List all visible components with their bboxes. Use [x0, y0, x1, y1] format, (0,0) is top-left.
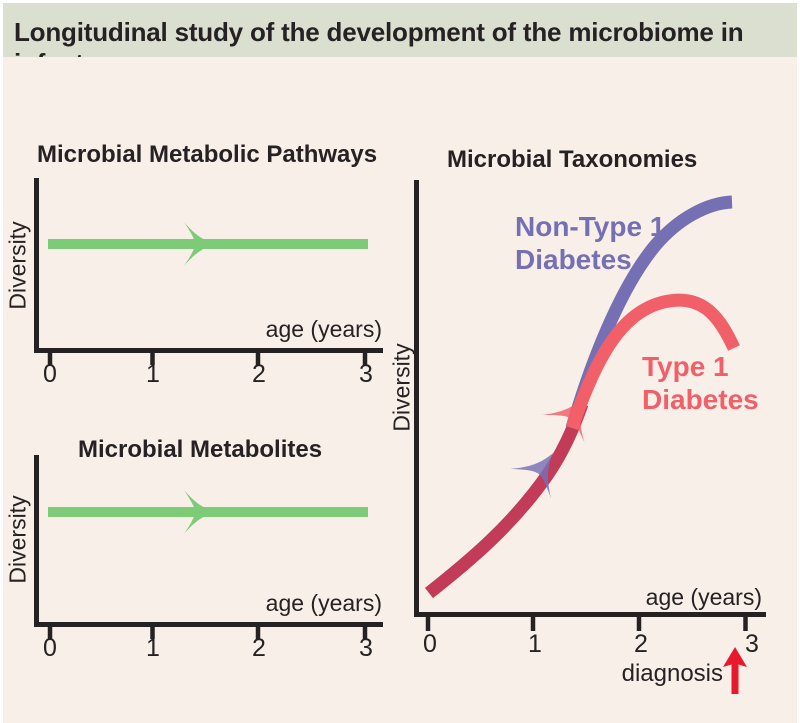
taxonomies-chart-title: Microbial Taxonomies	[447, 146, 698, 173]
metabolites-tick-3: 3	[359, 634, 373, 662]
taxonomies-tick-3: 3	[745, 630, 759, 658]
type1-series-label: Type 1 Diabetes	[642, 351, 759, 416]
metabolites-tick-2: 2	[252, 634, 266, 662]
metabolites-tick-0: 0	[43, 634, 57, 662]
pathways-x-ticks	[47, 351, 368, 365]
taxonomies-axes	[414, 180, 766, 617]
type1-diabetes-curve	[565, 293, 740, 431]
non-type1-series-label: Non-Type 1 Diabetes	[515, 211, 666, 276]
metabolites-x-axis-label: age (years)	[265, 590, 382, 616]
pathways-tick-1: 1	[146, 360, 160, 388]
metabolites-tick-1: 1	[146, 634, 160, 662]
pathways-tick-2: 2	[252, 360, 266, 388]
pathways-tick-0: 0	[43, 360, 57, 388]
pathways-x-axis-label: age (years)	[265, 316, 382, 342]
diagnosis-annotation: diagnosis	[621, 660, 723, 687]
taxonomies-tick-0: 0	[423, 630, 437, 658]
taxonomies-tick-1: 1	[528, 630, 542, 658]
pathways-y-axis-label: Diversity	[4, 221, 31, 310]
title-bar: Longitudinal study of the development of…	[3, 3, 797, 78]
figure-title: Longitudinal study of the development of…	[14, 17, 744, 78]
metabolites-y-axis-label: Diversity	[4, 495, 31, 584]
metabolites-x-ticks	[47, 625, 368, 639]
taxonomies-y-axis-label: Diversity	[388, 343, 415, 432]
metabolites-axes	[34, 455, 383, 627]
diagnosis-up-arrow-icon	[723, 647, 747, 694]
metabolites-chart-title: Microbial Metabolites	[78, 436, 323, 463]
taxonomies-x-ticks	[425, 615, 748, 631]
pathways-axes	[34, 178, 383, 353]
shared-early-life-curve	[424, 401, 589, 599]
pathways-chart-title: Microbial Metabolic Pathways	[37, 141, 378, 168]
taxonomies-x-axis-label: age (years)	[645, 584, 762, 610]
taxonomies-tick-2: 2	[634, 630, 648, 658]
pathways-tick-3: 3	[359, 360, 373, 388]
